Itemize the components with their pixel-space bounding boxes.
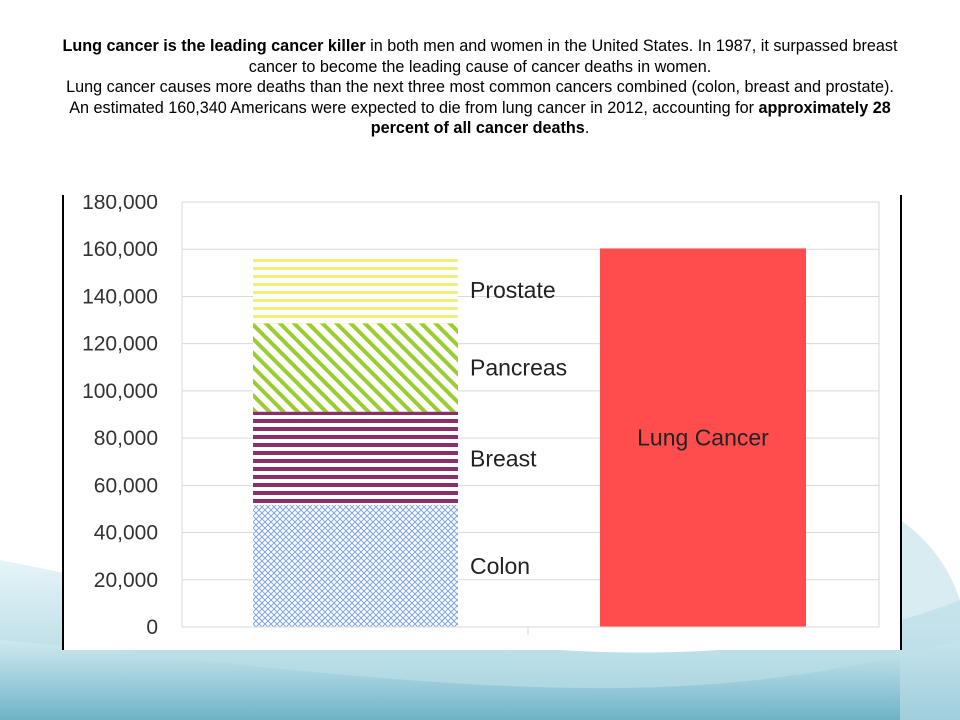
y-tick-label: 20,000 bbox=[94, 569, 158, 592]
y-tick-label: 60,000 bbox=[94, 474, 158, 497]
chart-container: 0 20,000 40,000 60,000 80,000 100,000 120,000 1… bbox=[62, 195, 902, 650]
bar-lung-cancer bbox=[600, 248, 806, 628]
y-tick-label: 140,000 bbox=[82, 285, 158, 308]
y-tick-label: 100,000 bbox=[82, 380, 158, 403]
y-tick-label: 40,000 bbox=[94, 522, 158, 545]
caption-line2: Lung cancer causes more deaths than the … bbox=[66, 78, 894, 117]
caption-end: . bbox=[584, 119, 590, 137]
bar-segment-pancreas bbox=[253, 323, 458, 412]
segment-label-prostate: Prostate bbox=[470, 277, 556, 303]
y-tick-label: 80,000 bbox=[94, 427, 158, 450]
caption-bold-stat: approximately 28 percent of all cancer d… bbox=[370, 98, 891, 138]
bar-segment-prostate bbox=[253, 256, 458, 324]
stacked-bar-chart: 0 20,000 40,000 60,000 80,000 100,000 120,000 1… bbox=[82, 195, 880, 639]
bar-label-lung-cancer: Lung Cancer bbox=[637, 425, 769, 451]
bar-segment-colon bbox=[253, 504, 458, 627]
y-tick-label: 120,000 bbox=[82, 333, 158, 356]
caption-text: Lung cancer is the leading cancer killer… bbox=[60, 36, 900, 139]
caption-bold-lead: Lung cancer is the leading cancer killer bbox=[62, 37, 366, 55]
y-tick-label: 160,000 bbox=[82, 238, 158, 261]
bar-segment-breast bbox=[253, 411, 458, 505]
caption-line1: in both men and women in the United Stat… bbox=[248, 37, 898, 76]
y-tick-label: 180,000 bbox=[82, 195, 158, 214]
segment-label-pancreas: Pancreas bbox=[470, 355, 567, 381]
segment-label-breast: Breast bbox=[470, 445, 537, 471]
segment-label-colon: Colon bbox=[470, 553, 530, 579]
y-tick-label: 0 bbox=[146, 616, 158, 639]
